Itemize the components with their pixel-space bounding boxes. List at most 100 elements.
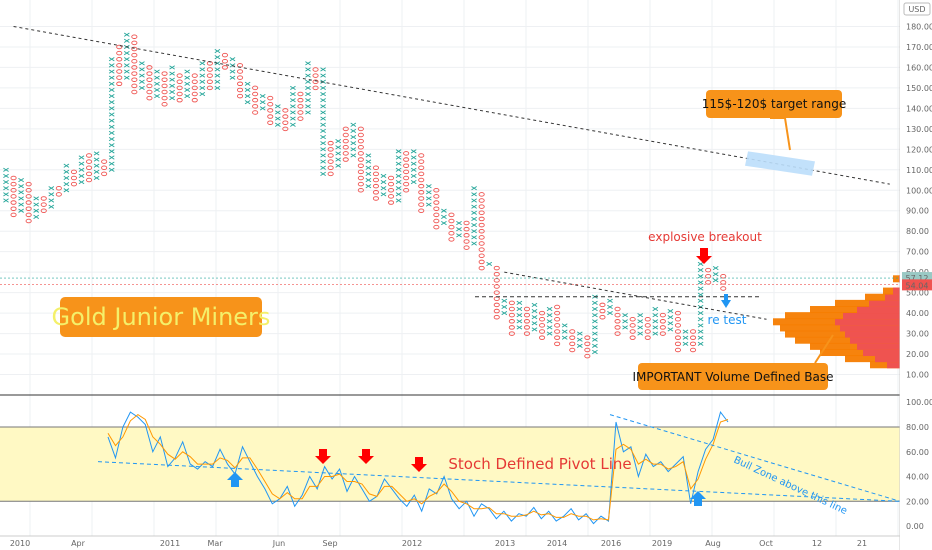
pnf-o — [387, 188, 395, 193]
pnf-column-14 — [108, 57, 115, 172]
pnf-x — [682, 341, 689, 346]
stoch-title: Stoch Defined Pivot Line — [448, 455, 631, 473]
pnf-x — [108, 75, 115, 80]
pnf-x — [184, 69, 191, 74]
stoch-down-arrow-1 — [358, 449, 374, 464]
pnf-x — [607, 311, 613, 316]
pnf-o — [25, 218, 32, 224]
pnf-x — [123, 75, 130, 80]
pnf-x — [365, 171, 372, 176]
pnf-o — [493, 302, 500, 308]
pnf-x — [471, 216, 477, 222]
x-tick: Aug — [705, 539, 721, 548]
pnf-o — [403, 175, 410, 181]
pnf-column-55 — [418, 153, 425, 213]
y-tick: 110.00 — [906, 166, 932, 175]
pnf-o — [236, 81, 244, 87]
pnf-o — [554, 323, 561, 328]
pnf-o — [161, 102, 168, 107]
pnf-column-62 — [471, 186, 477, 246]
pnf-x — [697, 341, 704, 346]
pnf-column-27 — [206, 61, 213, 91]
pnf-column-18 — [139, 61, 145, 90]
pnf-x — [244, 81, 251, 86]
vp-bar-up — [835, 318, 905, 326]
y-tick: 40.00 — [906, 309, 929, 318]
pnf-x — [395, 161, 402, 166]
pnf-x — [697, 268, 704, 273]
pnf-x — [169, 96, 175, 101]
pnf-o — [433, 206, 440, 211]
pnf-o — [312, 73, 319, 78]
pnf-column-2 — [18, 177, 24, 213]
price-label-bg-2 — [902, 279, 932, 291]
pnf-o — [236, 93, 244, 99]
pnf-o — [478, 235, 485, 240]
pnf-x — [501, 304, 508, 310]
pnf-x — [320, 122, 326, 127]
pnf-o — [523, 306, 531, 312]
x-tick: 12 — [812, 539, 822, 548]
pnf-column-41 — [312, 67, 319, 91]
pnf-o — [25, 212, 32, 218]
pnf-x — [607, 298, 613, 303]
pnf-x — [214, 85, 221, 90]
pnf-x — [108, 155, 115, 160]
pnf-column-15 — [116, 44, 123, 87]
pnf-x — [108, 130, 115, 136]
pnf-o — [357, 163, 364, 168]
pnf-column-28 — [214, 48, 221, 90]
pnf-x — [305, 79, 311, 84]
pnf-o — [191, 79, 198, 85]
pnf-x — [410, 167, 417, 172]
pnf-o — [372, 171, 380, 177]
pnf-x — [501, 298, 508, 303]
pnf-column-29 — [221, 52, 228, 70]
pnf-o — [659, 312, 666, 318]
pnf-o — [342, 138, 349, 144]
pnf-x — [395, 198, 402, 203]
pnf-column-0 — [3, 167, 9, 203]
pnf-o — [674, 310, 682, 316]
pnf-x — [169, 65, 175, 70]
pnf-o — [387, 175, 395, 181]
pnf-o — [493, 265, 500, 271]
pnf-o — [236, 87, 244, 93]
y-tick: 80.00 — [906, 227, 929, 236]
pnf-o — [674, 316, 682, 322]
pnf-x — [108, 137, 115, 142]
pnf-column-12 — [93, 151, 100, 181]
pnf-x — [123, 69, 130, 74]
pnf-o — [312, 85, 319, 91]
pnf-o — [463, 233, 470, 238]
x-tick: Mar — [207, 539, 223, 548]
pnf-x — [199, 73, 206, 78]
pnf-x — [531, 308, 538, 314]
pnf-column-69 — [523, 306, 531, 336]
pnf-o — [252, 110, 259, 115]
pnf-x — [410, 179, 417, 185]
pnf-o — [131, 52, 138, 58]
pnf-x — [184, 87, 191, 93]
pnf-x — [274, 110, 281, 115]
pnf-o — [448, 231, 455, 236]
pnf-o — [267, 120, 274, 125]
pnf-column-66 — [501, 298, 508, 316]
stoch-pivot-line — [97, 461, 901, 502]
pnf-o — [327, 165, 334, 170]
pnf-x — [199, 67, 206, 72]
pnf-o — [705, 267, 712, 273]
pnf-o — [644, 335, 651, 340]
pnf-o — [493, 278, 500, 283]
vp-bar-up — [863, 349, 905, 357]
pnf-column-52 — [395, 149, 402, 203]
pnf-x — [139, 85, 145, 90]
pnf-x — [290, 122, 296, 127]
y-tick: 150.00 — [906, 84, 932, 93]
pnf-x — [320, 147, 326, 152]
pnf-x — [516, 325, 523, 330]
pnf-column-24 — [184, 69, 191, 99]
pnf-x — [305, 85, 311, 90]
pnf-column-48 — [365, 153, 372, 189]
pnf-o — [70, 181, 77, 187]
